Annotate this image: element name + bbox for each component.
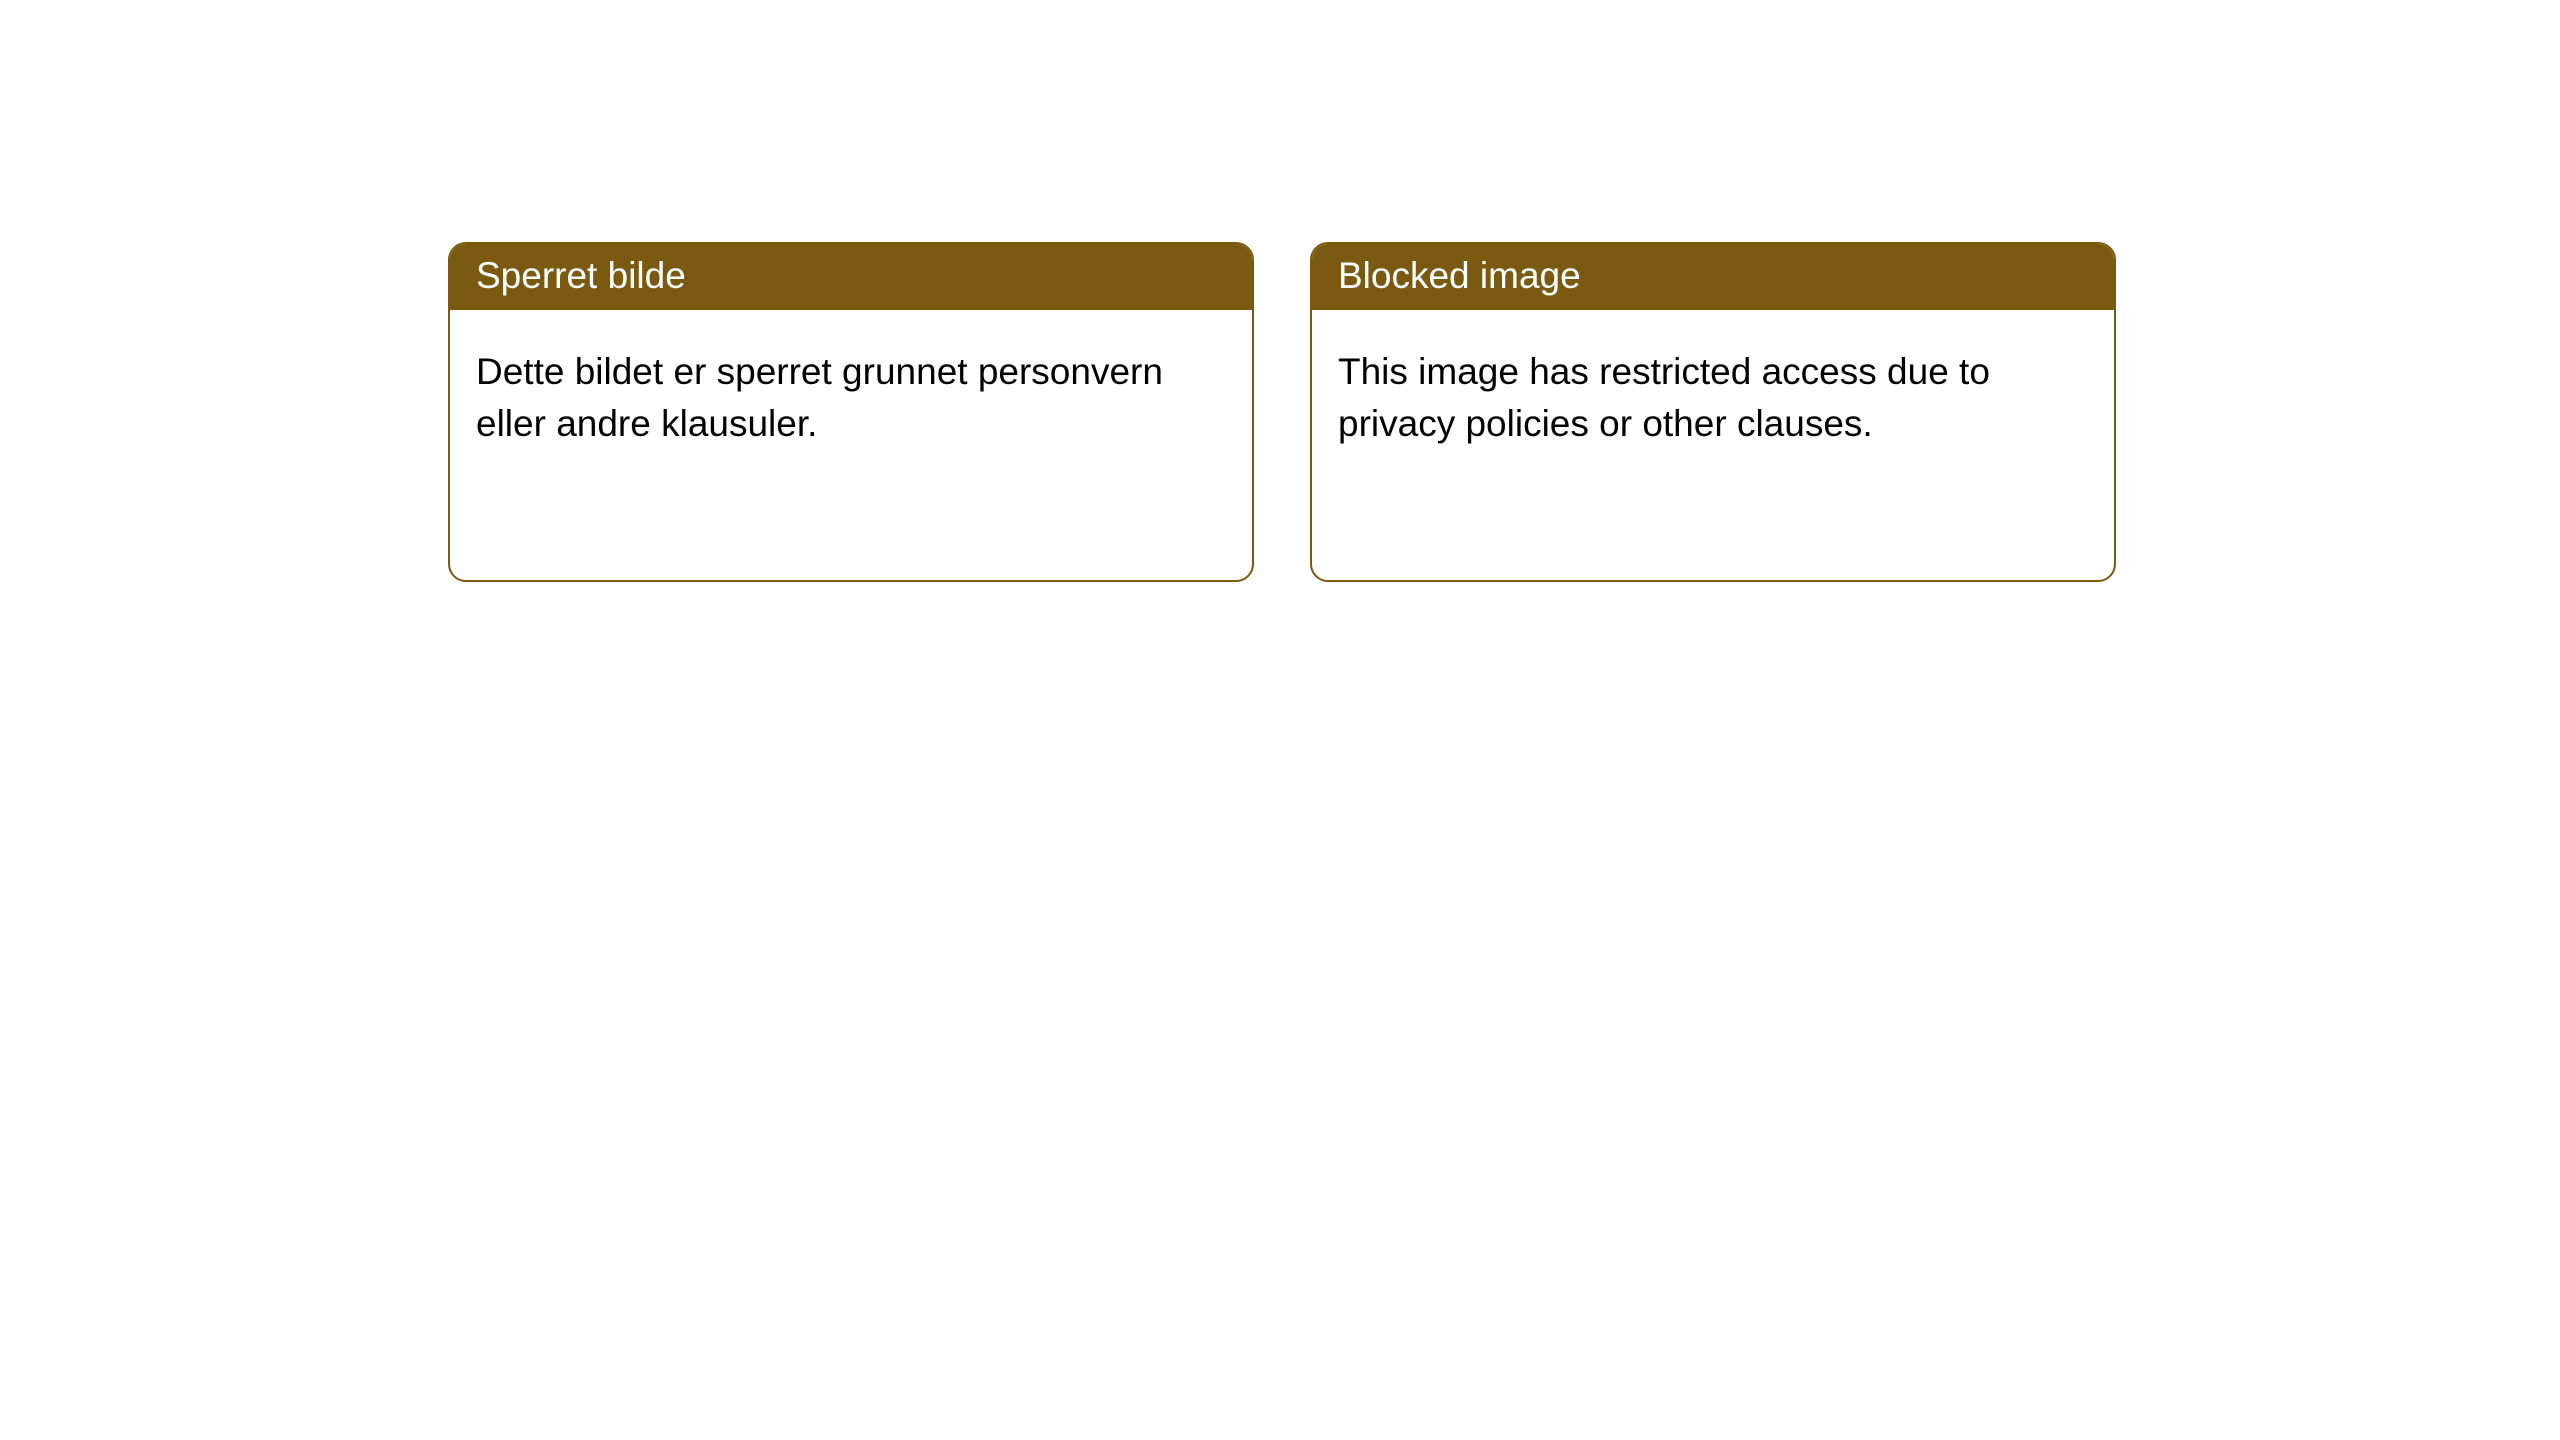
notice-card-title: Blocked image [1312,244,2114,310]
notice-card-body: Dette bildet er sperret grunnet personve… [450,310,1252,476]
notice-card-norwegian: Sperret bilde Dette bildet er sperret gr… [448,242,1254,582]
notice-card-english: Blocked image This image has restricted … [1310,242,2116,582]
notice-container: Sperret bilde Dette bildet er sperret gr… [0,0,2560,582]
notice-card-title: Sperret bilde [450,244,1252,310]
notice-card-body: This image has restricted access due to … [1312,310,2114,476]
